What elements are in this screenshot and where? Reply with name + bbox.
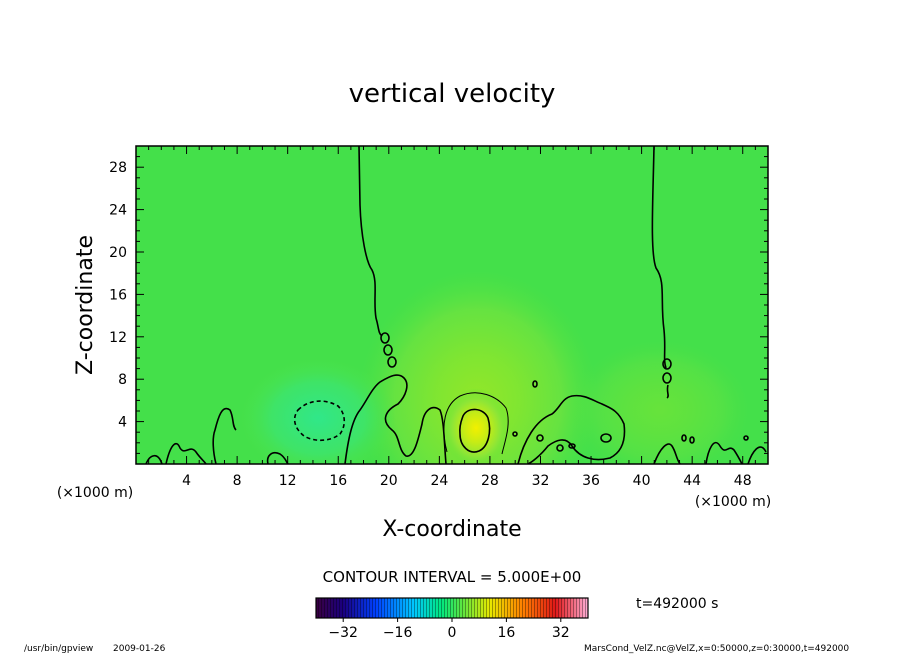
colorbar-tick-label: 32 bbox=[552, 625, 570, 641]
x-tick-label: 32 bbox=[532, 473, 550, 489]
x-axis-unit: (×1000 m) bbox=[695, 494, 771, 510]
footer-date: 2009-01-26 bbox=[113, 644, 166, 654]
contour-surface-far-right bbox=[653, 441, 767, 464]
colorbar-tick-label: −16 bbox=[383, 625, 413, 641]
x-tick-label: 40 bbox=[633, 473, 651, 489]
x-tick-label: 24 bbox=[430, 473, 448, 489]
contour-updraft-core bbox=[459, 408, 491, 453]
contour-updraft-outer bbox=[443, 392, 509, 455]
contour-lines bbox=[145, 146, 767, 464]
x-tick-label: 48 bbox=[734, 473, 752, 489]
chart-title: vertical velocity bbox=[349, 79, 556, 109]
contour-small-cell bbox=[556, 444, 564, 452]
colorbar bbox=[315, 597, 589, 619]
contour-small-cell bbox=[600, 433, 612, 443]
contour-surface-mid bbox=[212, 407, 289, 464]
y-tick-label: 20 bbox=[109, 245, 127, 261]
x-tick-label: 8 bbox=[233, 473, 242, 489]
x-tick-label: 4 bbox=[182, 473, 191, 489]
x-tick-label: 16 bbox=[329, 473, 347, 489]
contour-left-column bbox=[358, 146, 383, 337]
x-tick-label: 12 bbox=[279, 473, 297, 489]
contour-surface-central bbox=[344, 374, 447, 464]
contour-right-tail bbox=[666, 384, 669, 399]
field-updraft-core bbox=[442, 388, 510, 464]
contour-right-column bbox=[651, 146, 667, 369]
field-downdraft bbox=[240, 358, 396, 464]
contour-right-blob bbox=[662, 358, 672, 370]
contour-small-cell bbox=[532, 380, 538, 388]
y-axis-unit: (×1000 m) bbox=[57, 485, 133, 501]
colorbar-ticks: −32 −16 0 16 32 bbox=[328, 618, 570, 641]
x-tick-label: 28 bbox=[481, 473, 499, 489]
contour-surface-right bbox=[517, 394, 626, 464]
contour-downdraft bbox=[293, 400, 346, 442]
colorbar-tick-label: −32 bbox=[328, 625, 358, 641]
y-tick-label: 28 bbox=[109, 160, 127, 176]
contour-left-blob bbox=[387, 356, 397, 368]
plot-area bbox=[136, 146, 768, 464]
contour-left-blob bbox=[380, 332, 390, 344]
contour-small-cell bbox=[568, 443, 576, 449]
field-right-halo bbox=[570, 340, 750, 464]
x-axis-ticks: 4 8 12 16 20 24 28 32 36 40 44 48 bbox=[148, 146, 756, 489]
contour-small-cell bbox=[681, 434, 687, 442]
contour-right-blob bbox=[662, 372, 672, 384]
y-axis-ticks: 4 8 12 16 20 24 28 bbox=[109, 156, 768, 454]
y-tick-label: 8 bbox=[118, 372, 127, 388]
field-updraft-halo bbox=[358, 270, 598, 464]
y-tick-label: 4 bbox=[118, 415, 127, 431]
x-tick-label: 20 bbox=[380, 473, 398, 489]
y-tick-label: 24 bbox=[109, 203, 127, 219]
y-tick-label: 12 bbox=[109, 330, 127, 346]
contour-small-cell bbox=[536, 434, 544, 442]
colorbar-bands bbox=[316, 598, 588, 618]
contour-interval: CONTOUR INTERVAL = 5.000E+00 bbox=[323, 568, 582, 586]
y-axis-label: Z-coordinate bbox=[73, 235, 98, 375]
colorbar-tick-label: 16 bbox=[497, 625, 515, 641]
x-tick-label: 44 bbox=[683, 473, 701, 489]
y-tick-label: 16 bbox=[109, 287, 127, 303]
x-axis-label: X-coordinate bbox=[382, 517, 521, 542]
contour-small-cell bbox=[743, 435, 749, 441]
x-tick-label: 36 bbox=[582, 473, 600, 489]
time-label: t=492000 s bbox=[636, 596, 718, 612]
contour-small-cell bbox=[512, 431, 518, 437]
footer-program: /usr/bin/gpview bbox=[24, 644, 93, 654]
footer-source: MarsCond_VelZ.nc@VelZ,x=0:50000,z=0:3000… bbox=[584, 644, 849, 654]
colorbar-tick-label: 0 bbox=[448, 625, 457, 641]
contour-left-blob bbox=[383, 344, 393, 356]
contour-small-cell bbox=[689, 436, 695, 444]
